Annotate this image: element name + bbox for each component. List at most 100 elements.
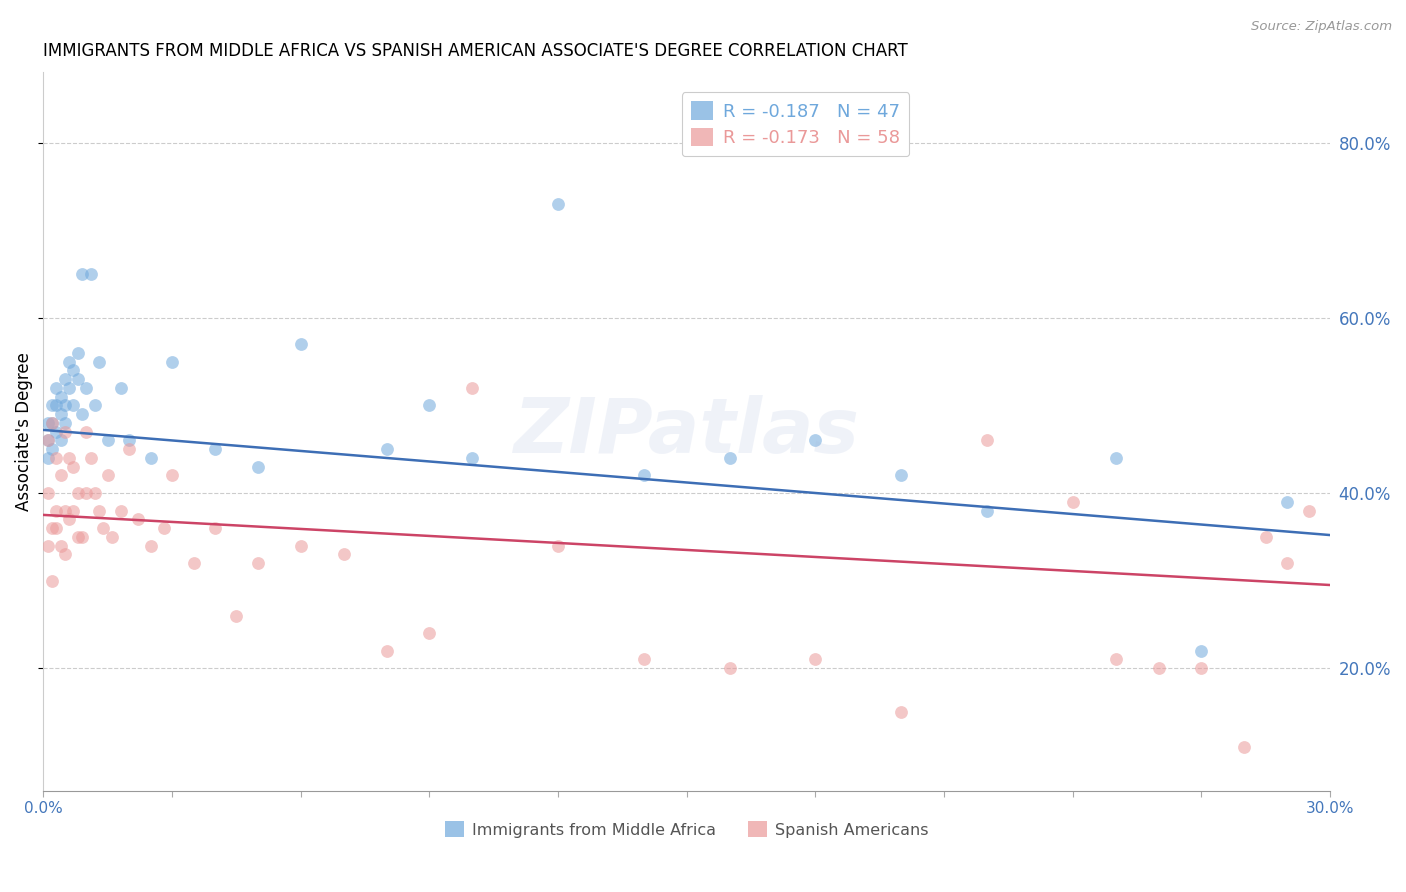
Point [37,416,59,430]
Point [101,530,124,544]
Point [461,381,484,395]
Point [41,416,63,430]
Point [139,539,162,553]
Point [1105,450,1128,465]
Point [66,372,89,386]
Point [58,450,80,465]
Point [53,416,76,430]
Point [97,468,120,483]
Point [290,539,312,553]
Point [547,539,569,553]
Point [75,381,97,395]
Point [976,434,998,448]
Point [160,468,183,483]
Point [41,521,63,535]
Point [66,486,89,500]
Point [62,503,84,517]
Point [53,372,76,386]
Point [204,442,226,457]
Point [41,416,63,430]
Point [375,442,398,457]
Point [49,407,72,421]
Point [633,468,655,483]
Point [461,450,484,465]
Point [37,486,59,500]
Point [70,407,93,421]
Point [1191,644,1213,658]
Point [49,434,72,448]
Point [58,354,80,368]
Point [53,503,76,517]
Point [718,450,741,465]
Point [246,459,269,474]
Point [160,354,183,368]
Point [53,398,76,412]
Point [45,450,67,465]
Point [1277,495,1299,509]
Point [83,398,105,412]
Point [53,547,76,561]
Point [79,267,101,281]
Point [118,442,141,457]
Point [332,547,354,561]
Legend: Immigrants from Middle Africa, Spanish Americans: Immigrants from Middle Africa, Spanish A… [439,814,935,844]
Point [418,398,440,412]
Point [1191,661,1213,675]
Point [97,434,120,448]
Point [375,644,398,658]
Point [49,390,72,404]
Point [83,486,105,500]
Point [204,521,226,535]
Point [290,337,312,351]
Point [127,512,149,526]
Point [66,346,89,360]
Point [1105,652,1128,666]
Point [70,530,93,544]
Point [79,450,101,465]
Point [62,363,84,377]
Point [93,521,115,535]
Point [1254,530,1277,544]
Point [1147,661,1170,675]
Point [41,442,63,457]
Point [45,503,67,517]
Point [62,398,84,412]
Point [62,459,84,474]
Point [418,626,440,640]
Point [1298,503,1320,517]
Point [225,608,247,623]
Point [1277,556,1299,570]
Y-axis label: Associate's Degree: Associate's Degree [15,352,32,511]
Point [37,539,59,553]
Point [89,354,111,368]
Point [633,652,655,666]
Point [1062,495,1084,509]
Point [58,512,80,526]
Text: IMMIGRANTS FROM MIDDLE AFRICA VS SPANISH AMERICAN ASSOCIATE'S DEGREE CORRELATION: IMMIGRANTS FROM MIDDLE AFRICA VS SPANISH… [44,42,908,60]
Point [66,530,89,544]
Point [75,486,97,500]
Point [804,434,827,448]
Point [110,503,132,517]
Point [246,556,269,570]
Point [718,661,741,675]
Point [110,381,132,395]
Text: Source: ZipAtlas.com: Source: ZipAtlas.com [1251,20,1392,33]
Point [804,652,827,666]
Point [41,398,63,412]
Point [49,539,72,553]
Text: ZIPatlas: ZIPatlas [513,394,860,468]
Point [41,574,63,588]
Point [1233,740,1256,755]
Point [58,381,80,395]
Point [49,468,72,483]
Point [890,468,912,483]
Point [152,521,174,535]
Point [45,398,67,412]
Point [45,425,67,439]
Point [89,503,111,517]
Point [37,434,59,448]
Point [37,434,59,448]
Point [75,425,97,439]
Point [45,521,67,535]
